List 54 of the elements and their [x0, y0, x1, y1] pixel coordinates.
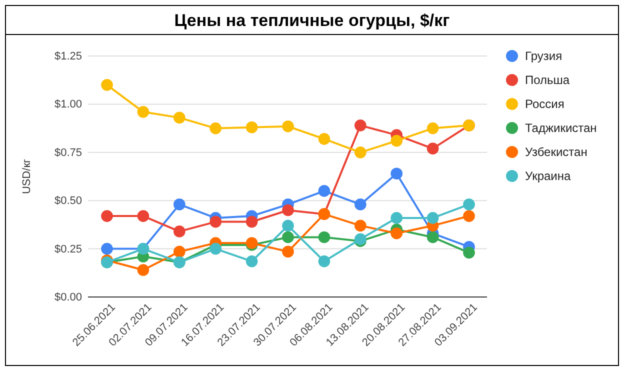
point: [318, 185, 330, 197]
point: [173, 198, 186, 210]
point: [463, 246, 475, 259]
point: [390, 227, 403, 240]
point: [426, 231, 439, 244]
point: [318, 255, 330, 268]
point: [137, 210, 150, 222]
legend-label: Грузия: [525, 49, 562, 63]
point: [282, 246, 294, 258]
point: [101, 79, 113, 91]
point: [354, 146, 366, 158]
point: [173, 246, 186, 258]
point: [390, 212, 403, 224]
y-axis-title: USD/кг: [21, 158, 33, 194]
y-tick-label: $0.75: [54, 146, 82, 159]
chart-title: Цены на тепличные огурцы, $/кг: [174, 11, 450, 30]
y-tick-label: $0.25: [54, 243, 82, 256]
point: [282, 204, 294, 216]
point: [463, 198, 475, 210]
point: [173, 112, 186, 124]
point: [246, 121, 258, 134]
point: [137, 264, 150, 276]
legend-label: Таджикистан: [525, 121, 597, 135]
point: [390, 134, 403, 147]
point: [282, 220, 294, 232]
y-tick-label: $0.00: [54, 292, 82, 304]
point: [426, 122, 439, 134]
point: [318, 231, 330, 244]
legend-label: Польша: [525, 73, 570, 87]
point: [354, 120, 366, 132]
y-tick-label: $0.50: [54, 195, 82, 208]
legend-label: Узбекистан: [525, 145, 588, 159]
point: [426, 212, 439, 224]
y-tick-label: $1.25: [54, 50, 82, 63]
point: [246, 255, 258, 268]
point: [282, 120, 294, 132]
point: [101, 210, 113, 222]
point: [318, 133, 330, 145]
legend-label: Украина: [525, 169, 572, 183]
point: [390, 168, 403, 180]
point: [246, 216, 258, 228]
point: [210, 122, 222, 134]
point: [426, 142, 439, 154]
point: [210, 242, 222, 255]
y-tick-label: $1.00: [54, 98, 82, 111]
legend-label: Россия: [525, 97, 564, 111]
point: [137, 106, 150, 118]
point: [354, 220, 366, 232]
point: [354, 198, 366, 210]
point: [173, 226, 186, 238]
point: [463, 210, 475, 222]
point: [282, 231, 294, 244]
point: [210, 216, 222, 228]
point: [101, 242, 113, 255]
